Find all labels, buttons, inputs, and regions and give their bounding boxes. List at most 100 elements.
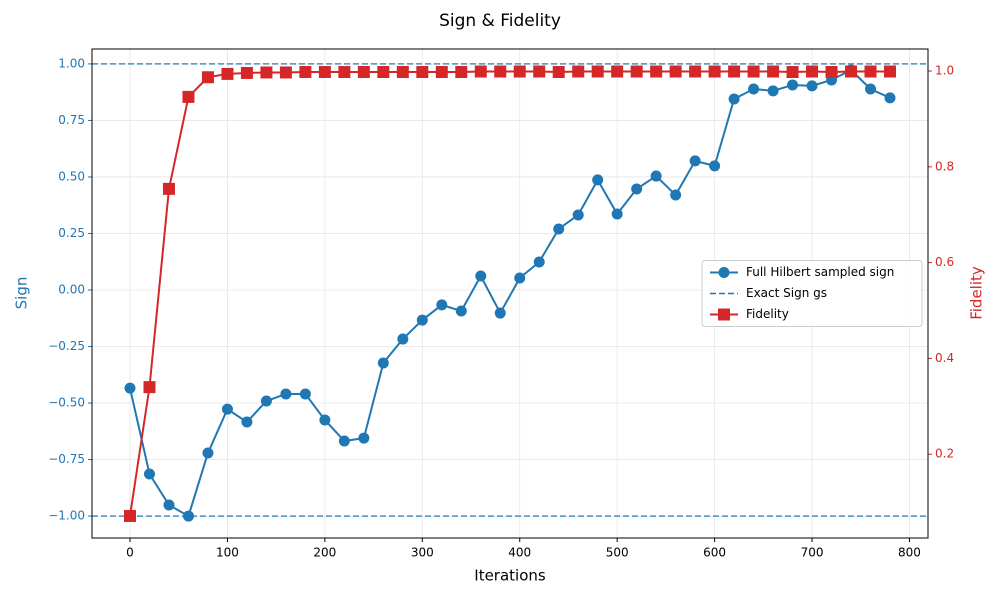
point: [280, 388, 292, 400]
point: [513, 65, 526, 78]
point: [552, 65, 565, 78]
legend-label: Fidelity: [746, 307, 789, 321]
point: [416, 314, 428, 326]
x-tick-label: 400: [508, 546, 531, 560]
point: [201, 71, 214, 84]
point: [318, 65, 331, 78]
y-tick-label: 1.00: [58, 56, 85, 70]
point: [592, 174, 604, 186]
point: [455, 305, 467, 317]
point: [747, 65, 760, 78]
y-tick-label: −0.50: [48, 396, 85, 410]
legend-box: [701, 260, 923, 327]
point: [825, 65, 838, 78]
point: [864, 65, 877, 78]
point: [728, 65, 741, 78]
point: [884, 92, 896, 104]
point: [435, 65, 448, 78]
legend-label: Exact Sign gs: [746, 286, 827, 300]
point: [124, 382, 136, 394]
point: [514, 272, 526, 284]
point: [279, 66, 292, 79]
legend: Full Hilbert sampled sign Exact Sign gs Fi…: [701, 260, 923, 327]
point: [845, 65, 858, 78]
point: [299, 388, 311, 400]
point: [728, 93, 740, 105]
point: [572, 65, 585, 78]
y-tick-label: 0.50: [58, 169, 85, 183]
point: [455, 65, 468, 78]
point: [611, 65, 624, 78]
point: [787, 79, 799, 91]
point: [358, 432, 370, 444]
point: [689, 155, 701, 167]
point: [338, 65, 351, 78]
point: [377, 65, 390, 78]
plot-frame: [91, 48, 929, 539]
point: [416, 65, 429, 78]
point: [182, 510, 194, 522]
x-tick-label: 700: [801, 546, 824, 560]
point: [221, 403, 233, 415]
point: [260, 395, 272, 407]
point: [709, 160, 721, 172]
point: [553, 223, 565, 235]
series-line: [129, 70, 890, 517]
point: [572, 209, 584, 221]
series-line: [129, 68, 891, 518]
x-tick-label: 500: [606, 546, 629, 560]
point: [708, 65, 721, 78]
x-tick-label: 600: [703, 546, 726, 560]
point: [163, 499, 175, 511]
y-tick-label: −0.75: [48, 452, 85, 466]
point: [767, 85, 779, 97]
point: [806, 80, 818, 92]
point: [591, 65, 604, 78]
point: [533, 256, 545, 268]
point: [494, 65, 507, 78]
point: [162, 182, 175, 195]
y2-tick-label: 0.4: [935, 351, 954, 365]
point: [650, 170, 662, 182]
chart-title: Sign & Fidelity: [439, 11, 561, 31]
y2-tick-label: 0.2: [935, 447, 954, 461]
x-tick-label: 200: [313, 546, 336, 560]
point: [767, 65, 780, 78]
x-tick-label: 100: [216, 546, 239, 560]
point: [689, 65, 702, 78]
y2-axis-label: Fidelity: [968, 266, 986, 320]
point: [436, 299, 448, 311]
point: [475, 270, 487, 282]
y-tick-label: −1.00: [48, 509, 85, 523]
point: [806, 65, 819, 78]
y-tick-label: 0.75: [58, 113, 85, 127]
legend-marker: [718, 267, 730, 278]
point: [669, 65, 682, 78]
point: [124, 509, 136, 522]
y-tick-label: 0.00: [58, 282, 85, 296]
point: [202, 447, 214, 459]
legend-label: Full Hilbert sampled sign: [746, 265, 894, 279]
x-tick-label: 800: [898, 546, 921, 560]
point: [377, 357, 389, 369]
point: [865, 83, 877, 95]
point: [786, 65, 799, 78]
point: [143, 468, 155, 480]
point: [397, 333, 409, 345]
point: [396, 65, 409, 78]
point: [319, 414, 331, 426]
y-axis-label: Sign: [13, 277, 31, 310]
point: [630, 65, 643, 78]
y-tick-label: 0.25: [58, 226, 85, 240]
y2-tick-label: 1.0: [935, 64, 954, 78]
point: [494, 307, 506, 319]
point: [533, 65, 546, 78]
point: [474, 65, 487, 78]
point: [650, 65, 663, 78]
y2-tick-label: 0.8: [935, 159, 954, 173]
point: [338, 435, 350, 447]
point: [884, 65, 896, 78]
point: [357, 65, 370, 78]
point: [241, 416, 253, 428]
